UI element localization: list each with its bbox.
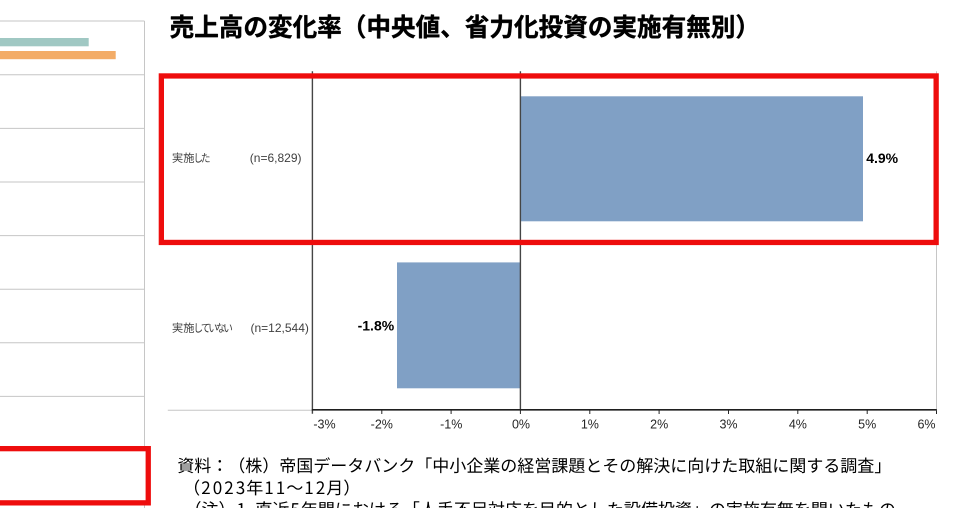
svg-text:3%: 3%: [719, 418, 737, 432]
svg-text:-2%: -2%: [371, 418, 393, 432]
svg-text:0%: 0%: [512, 418, 530, 432]
svg-text:4%: 4%: [789, 418, 807, 432]
svg-text:5%: 5%: [858, 418, 876, 432]
svg-text:(n=6,829): (n=6,829): [250, 151, 302, 165]
svg-text:6%: 6%: [917, 418, 935, 432]
svg-text:2%: 2%: [650, 418, 668, 432]
svg-text:1%: 1%: [581, 418, 599, 432]
svg-text:-1%: -1%: [440, 418, 462, 432]
svg-text:-1.8%: -1.8%: [358, 318, 395, 334]
svg-text:(n=12,544): (n=12,544): [251, 321, 309, 335]
svg-text:4.9%: 4.9%: [866, 150, 898, 166]
svg-text:-3%: -3%: [313, 418, 335, 432]
